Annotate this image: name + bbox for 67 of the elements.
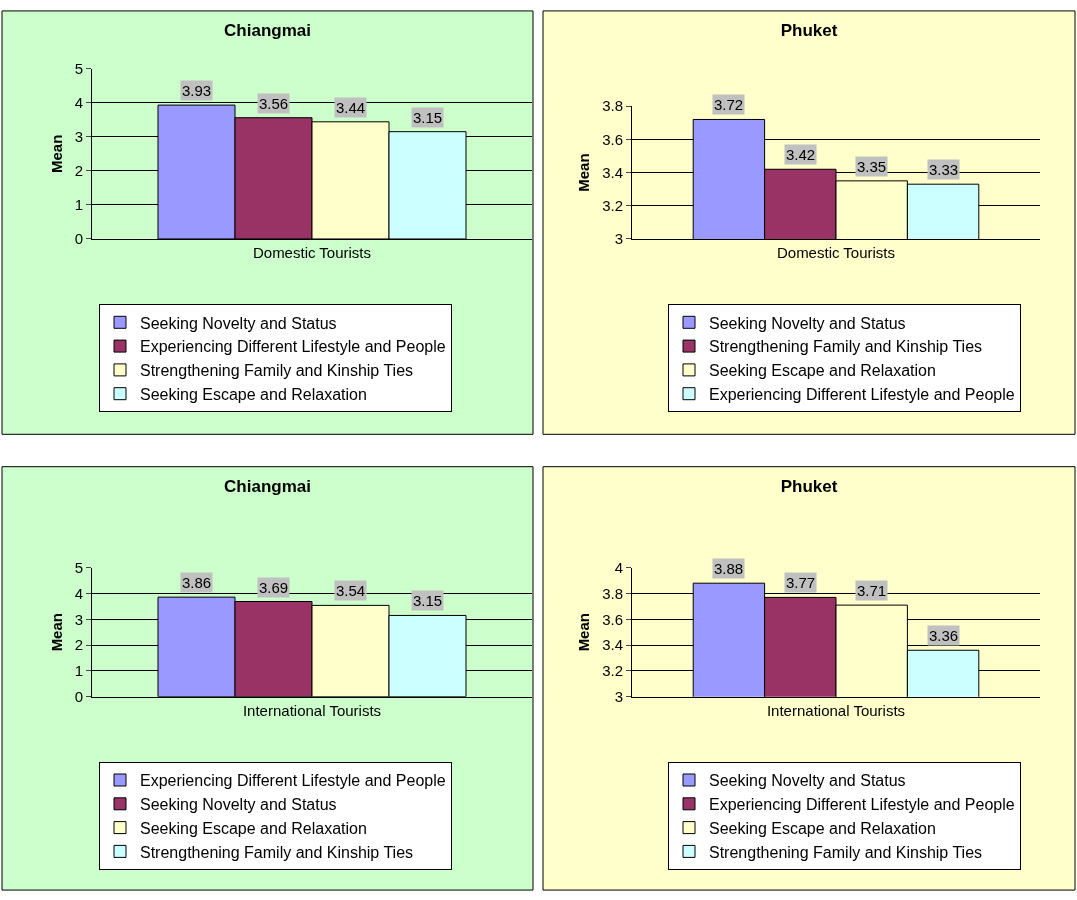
data-label: 3.36	[929, 627, 959, 644]
y-tick-label: 3.4	[602, 636, 623, 654]
legend-label: Seeking Novelty and Status	[709, 772, 906, 790]
data-label: 3.71	[857, 582, 887, 599]
y-axis-title: Mean	[47, 134, 65, 173]
data-label: 3.69	[259, 579, 289, 596]
y-tick-label: 3.8	[602, 584, 623, 602]
data-label: 3.93	[182, 82, 212, 99]
data-label: 3.77	[786, 574, 816, 591]
y-tick-label: 3	[614, 230, 623, 248]
y-tick-label: 5	[74, 59, 83, 77]
data-label: 3.86	[182, 574, 212, 591]
chart-title: Phuket	[780, 20, 838, 40]
data-label: 3.54	[336, 582, 366, 599]
chart-title: Chiangmai	[224, 476, 311, 496]
data-label: 3.56	[259, 95, 289, 112]
legend-label: Seeking Novelty and Status	[140, 314, 337, 332]
y-tick-label: 0	[74, 687, 83, 705]
y-tick-label: 4	[74, 584, 83, 602]
y-tick-label: 3.2	[602, 197, 623, 215]
data-label: 3.72	[714, 96, 744, 113]
data-label: 3.44	[336, 99, 366, 116]
legend-label: Experiencing Different Lifestyle and People	[140, 772, 446, 790]
y-axis-title: Mean	[47, 613, 65, 652]
legend-label: Seeking Escape and Relaxation	[140, 385, 367, 403]
y-tick-label: 5	[74, 558, 83, 576]
y-axis-title: Mean	[575, 613, 593, 652]
chart-title: Phuket	[780, 476, 838, 496]
legend-label: Experiencing Different Lifestyle and People	[140, 338, 446, 356]
data-label: 3.42	[786, 146, 816, 163]
legend-label: Strengthening Family and Kinship Ties	[140, 843, 414, 861]
y-tick-label: 3	[614, 687, 623, 705]
y-tick-label: 3.8	[602, 97, 623, 115]
legend-label: Seeking Escape and Relaxation	[709, 819, 936, 837]
y-tick-label: 4	[614, 558, 623, 576]
y-tick-label: 2	[74, 636, 83, 654]
y-tick-label: 1	[74, 196, 83, 214]
y-tick-label: 3.2	[602, 662, 623, 680]
chart-title: Chiangmai	[224, 20, 311, 40]
data-label: 3.15	[413, 109, 443, 126]
legend-label: Strengthening Family and Kinship Ties	[140, 362, 414, 380]
x-tick-label: International Tourists	[766, 701, 906, 719]
x-tick-label: Domestic Tourists	[776, 243, 896, 261]
legend-label: Seeking Escape and Relaxation	[709, 362, 936, 380]
y-tick-label: 2	[74, 162, 83, 180]
data-label: 3.88	[714, 560, 744, 577]
y-tick-label: 3	[74, 610, 83, 628]
x-tick-label: Domestic Tourists	[252, 243, 372, 261]
data-label: 3.35	[857, 158, 887, 175]
legend-label: Experiencing Different Lifestyle and People	[709, 385, 1015, 403]
legend-label: Strengthening Family and Kinship Ties	[709, 843, 983, 861]
y-tick-label: 3.6	[602, 130, 623, 148]
data-label: 3.15	[413, 592, 443, 609]
legend-label: Seeking Escape and Relaxation	[140, 819, 367, 837]
legend-label: Strengthening Family and Kinship Ties	[709, 338, 983, 356]
y-tick-label: 0	[74, 230, 83, 248]
legend-label: Experiencing Different Lifestyle and People	[709, 796, 1015, 814]
y-tick-label: 1	[74, 662, 83, 680]
legend-label: Seeking Novelty and Status	[709, 314, 906, 332]
y-tick-label: 3.4	[602, 163, 623, 181]
y-tick-label: 3	[74, 128, 83, 146]
y-axis-title: Mean	[575, 153, 593, 192]
y-tick-label: 3.6	[602, 610, 623, 628]
legend-label: Seeking Novelty and Status	[140, 796, 337, 814]
y-tick-label: 4	[74, 93, 83, 111]
x-tick-label: International Tourists	[242, 701, 382, 719]
data-label: 3.33	[929, 161, 959, 178]
